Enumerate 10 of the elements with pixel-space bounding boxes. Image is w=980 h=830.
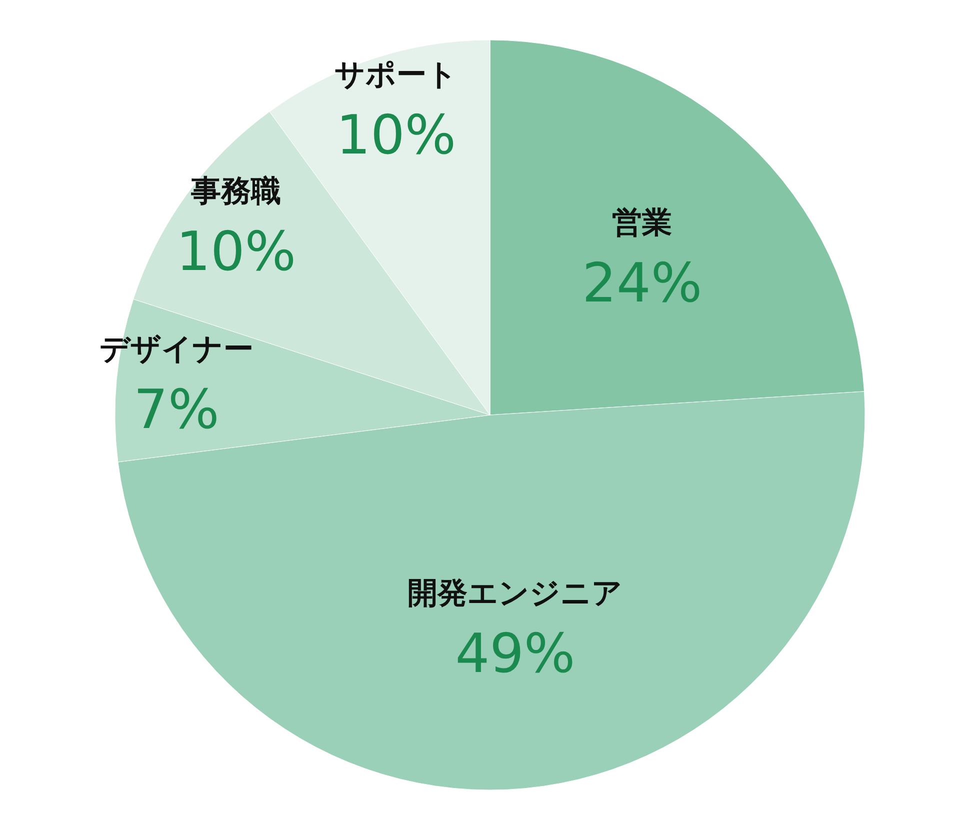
slice-label: サポート [334, 58, 458, 93]
slice-label: デザイナー [99, 332, 254, 367]
data-label: 10% [176, 220, 296, 283]
data-label: 10% [336, 104, 456, 167]
data-label: 7% [134, 378, 220, 441]
slice-label: 事務職 [190, 174, 282, 209]
slice-label: 開発エンジニア [408, 576, 623, 612]
slice-label: 営業 [612, 205, 672, 240]
data-label: 24% [582, 251, 702, 314]
data-label: 49% [455, 622, 576, 686]
